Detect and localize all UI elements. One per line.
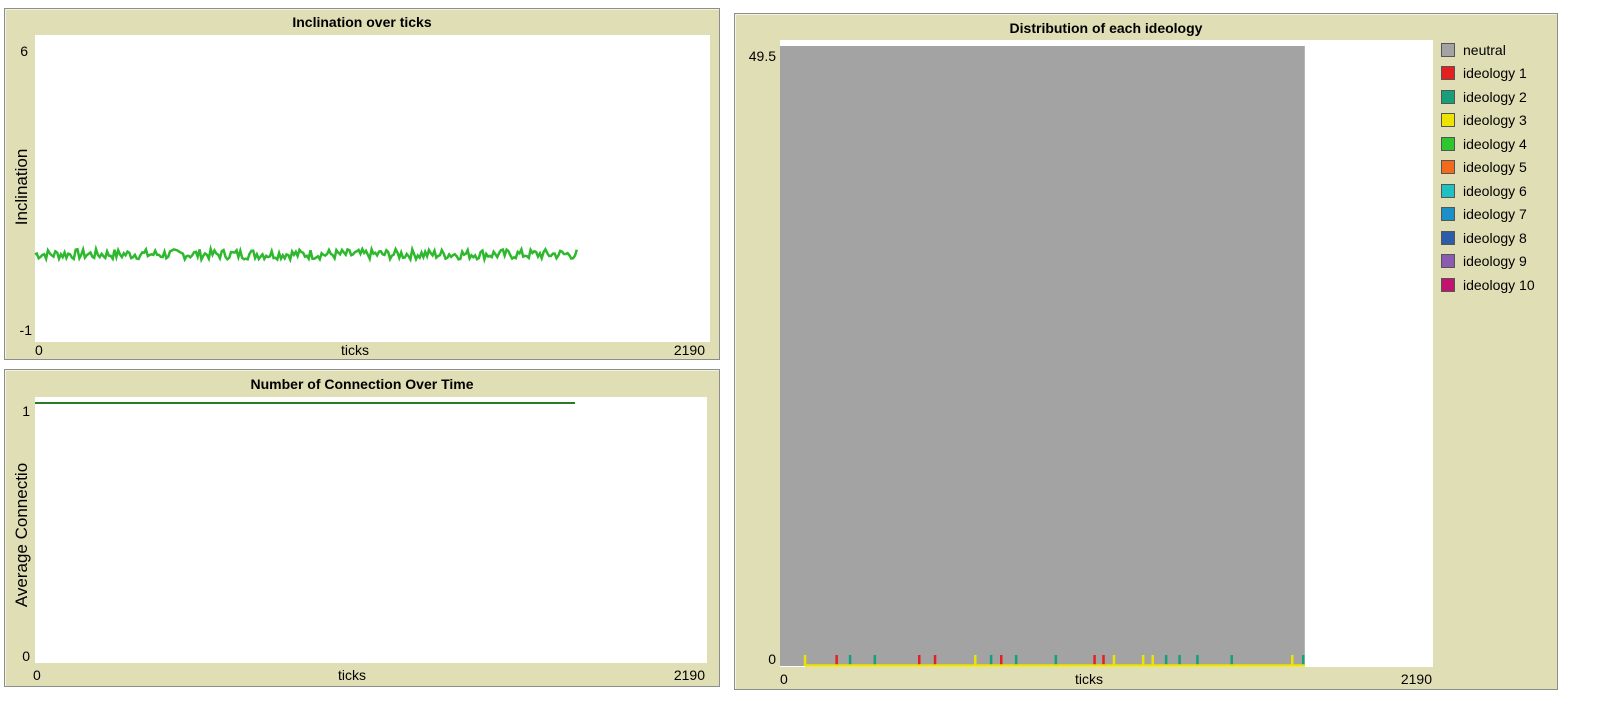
- x-axis-label: ticks: [1075, 671, 1103, 687]
- legend-item: ideology 1: [1441, 62, 1535, 86]
- legend-label: neutral: [1463, 41, 1506, 58]
- ideology-spike: [1302, 655, 1305, 666]
- x-axis-label: ticks: [338, 667, 366, 683]
- inclination-plot-title: Inclination over ticks: [292, 14, 432, 30]
- ideology-spike: [1141, 655, 1145, 666]
- legend-item: ideology 8: [1441, 226, 1535, 250]
- legend: neutral ideology 1 ideology 2 ideology 3 ide…: [1441, 38, 1535, 297]
- plot-area: [35, 397, 707, 663]
- legend-label: ideology 3: [1463, 112, 1527, 129]
- ideology-spike: [1291, 655, 1294, 666]
- legend-label: ideology 8: [1463, 229, 1527, 246]
- legend-swatch: [1441, 230, 1455, 245]
- x-tick-min: 0: [35, 342, 43, 358]
- legend-label: ideology 6: [1463, 182, 1527, 199]
- ideology-spike: [1102, 655, 1105, 666]
- ideology-spike: [1230, 655, 1233, 666]
- legend-item: ideology 7: [1441, 203, 1535, 227]
- ideology-spike: [848, 655, 852, 666]
- plot-area: [35, 35, 710, 342]
- legend-item: ideology 4: [1441, 132, 1535, 156]
- legend-swatch: [1441, 42, 1455, 57]
- legend-label: ideology 9: [1463, 253, 1527, 270]
- x-tick-max: 2190: [674, 667, 705, 683]
- legend-swatch: [1441, 160, 1455, 175]
- ideology-spike: [974, 655, 977, 666]
- legend-label: ideology 1: [1463, 65, 1527, 82]
- legend-label: ideology 2: [1463, 88, 1527, 105]
- y-axis-label: Inclination: [12, 149, 31, 226]
- ideology-spike: [803, 655, 807, 666]
- x-tick-min: 0: [780, 671, 788, 687]
- ideology-spike: [917, 655, 921, 666]
- legend-item: neutral: [1441, 38, 1535, 62]
- legend-label: ideology 10: [1463, 276, 1535, 293]
- distribution-plot-svg: 49.5 0 0 2190 ticks: [749, 40, 1433, 687]
- legend-item: ideology 6: [1441, 179, 1535, 203]
- ideology-spike: [1196, 655, 1199, 666]
- inclination-plot-svg: 6 -1 0 2190 ticks Inclination: [12, 35, 710, 358]
- ideology-spike: [835, 655, 838, 666]
- ideology-spike: [873, 655, 877, 666]
- legend-swatch: [1441, 113, 1455, 128]
- x-axis-label: ticks: [341, 342, 369, 358]
- legend-item: ideology 5: [1441, 156, 1535, 180]
- legend-item: ideology 10: [1441, 273, 1535, 297]
- distribution-plot-title: Distribution of each ideology: [1009, 20, 1203, 36]
- ideology-spike: [1054, 655, 1058, 666]
- ideology-spike: [989, 655, 993, 666]
- legend-item: ideology 9: [1441, 250, 1535, 274]
- y-tick-max: 49.5: [749, 48, 776, 64]
- ideology-spike: [1151, 655, 1154, 666]
- connections-plot-svg: 1 0 0 2190 ticks Average Connectio: [12, 397, 707, 683]
- legend-swatch: [1441, 89, 1455, 104]
- area-neutral: [780, 46, 1305, 666]
- legend-label: ideology 7: [1463, 206, 1527, 223]
- y-axis-label: Average Connectio: [12, 463, 31, 607]
- y-tick-max: 1: [22, 403, 30, 419]
- legend-swatch: [1441, 277, 1455, 292]
- ideology-spike: [933, 655, 937, 666]
- x-tick-max: 2190: [1401, 671, 1432, 687]
- inclination-plot-panel: Inclination over ticks 6 -1 0 2190 ticks…: [4, 8, 720, 360]
- ideology-spike: [1164, 655, 1168, 666]
- legend-swatch: [1441, 136, 1455, 151]
- ideology-spike: [1112, 655, 1116, 666]
- legend-swatch: [1441, 183, 1455, 198]
- legend-swatch: [1441, 66, 1455, 81]
- legend-label: ideology 4: [1463, 135, 1527, 152]
- series-line-inclination: [34, 244, 578, 264]
- legend-label: ideology 5: [1463, 159, 1527, 176]
- ideology-spike: [1014, 655, 1018, 666]
- legend-item: ideology 3: [1441, 109, 1535, 133]
- y-tick-min: -1: [20, 322, 33, 338]
- ideology-spike: [1178, 655, 1181, 666]
- distribution-plot-panel: Distribution of each ideology 49.5 0 0 2…: [734, 13, 1558, 690]
- legend-swatch: [1441, 254, 1455, 269]
- legend-item: ideology 2: [1441, 85, 1535, 109]
- ideology-spike: [1093, 655, 1096, 666]
- y-tick-min: 0: [768, 651, 776, 667]
- connections-plot-panel: Number of Connection Over Time 1 0 0 219…: [4, 369, 720, 687]
- x-tick-min: 0: [33, 667, 41, 683]
- x-tick-max: 2190: [674, 342, 705, 358]
- connections-plot-title: Number of Connection Over Time: [250, 376, 474, 392]
- ideology-spikes: [803, 655, 1305, 666]
- y-tick-min: 0: [22, 648, 30, 664]
- y-tick-max: 6: [20, 43, 28, 59]
- ideology-spike: [999, 655, 1003, 666]
- legend-swatch: [1441, 207, 1455, 222]
